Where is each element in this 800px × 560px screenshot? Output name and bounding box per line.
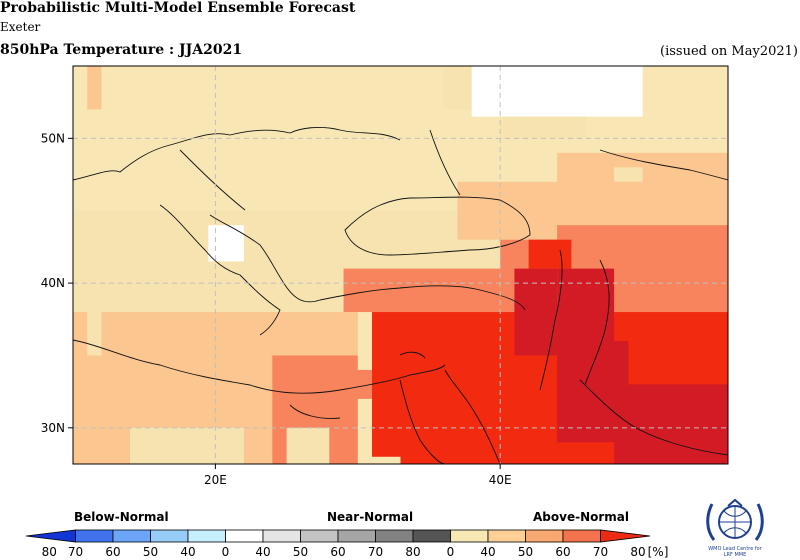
coast-red-sea-west bbox=[399, 379, 446, 464]
coast-cyprus bbox=[399, 351, 426, 359]
coast-red-sea-east bbox=[444, 369, 501, 464]
axis-labels: 30N 40N 50N 20E 40E bbox=[41, 131, 512, 487]
forecast-center: Exeter bbox=[0, 20, 41, 34]
legend-tick-label: 40 bbox=[180, 545, 195, 559]
legend-tick-label: 60 bbox=[330, 545, 345, 559]
coast-caspian-west bbox=[539, 249, 563, 391]
coast-italy bbox=[159, 204, 281, 336]
coast-persian-gulf bbox=[579, 379, 728, 456]
legend-tick-label: 50 bbox=[293, 545, 308, 559]
legend-tick-label: 60 bbox=[105, 545, 120, 559]
wmo-emblem-icon bbox=[706, 498, 764, 541]
probability-cell bbox=[87, 66, 102, 110]
legend-tick-label: 70 bbox=[593, 545, 608, 559]
legend-swatch bbox=[112, 529, 151, 543]
issued-date: (issued on May2021) bbox=[660, 44, 798, 59]
map-frame bbox=[72, 65, 729, 465]
legend-tick-label: 50 bbox=[143, 545, 158, 559]
coastlines bbox=[73, 126, 728, 464]
legend-swatch bbox=[300, 529, 339, 543]
probability-cell bbox=[599, 340, 629, 385]
legend-swatch bbox=[487, 529, 526, 543]
forecast-title: Probabilistic Multi-Model Ensemble Forec… bbox=[0, 0, 356, 16]
coast-adriatic bbox=[209, 214, 321, 303]
legend-swatch bbox=[150, 529, 189, 543]
legend-swatch bbox=[450, 529, 489, 543]
legend-swatch bbox=[187, 529, 226, 543]
lat-label: 40N bbox=[41, 276, 65, 290]
border-east-europe bbox=[599, 149, 728, 181]
probability-cell bbox=[528, 239, 572, 269]
border-balkans bbox=[179, 149, 246, 211]
logo-text-line2: LRF MME bbox=[724, 552, 747, 558]
probability-cell bbox=[87, 283, 102, 356]
coast-caspian-east bbox=[584, 259, 610, 386]
probability-cell bbox=[129, 427, 244, 464]
wmo-logo: WMO Lead Centre for LRF MME bbox=[706, 498, 764, 558]
legend-tick-label: 40 bbox=[255, 545, 270, 559]
probability-cell bbox=[471, 66, 643, 117]
legend-tick-label: 40 bbox=[480, 545, 495, 559]
coast-anatolia bbox=[319, 285, 526, 311]
probability-cell bbox=[614, 384, 728, 464]
probability-cell bbox=[208, 225, 244, 262]
probability-cell bbox=[443, 66, 472, 110]
legend-swatch bbox=[562, 529, 601, 543]
variable-title: 850hPa Temperature : JJA2021 bbox=[0, 42, 243, 58]
coast-north-africa bbox=[73, 339, 446, 394]
legend-swatch bbox=[412, 529, 451, 543]
legend-swatch bbox=[225, 529, 264, 543]
legend-tick-label: 50 bbox=[518, 545, 533, 559]
legend-swatch bbox=[525, 529, 564, 543]
legend-tick-label: 0 bbox=[222, 545, 230, 559]
legend-below-normal: Below-Normal bbox=[74, 510, 169, 524]
legend-near-normal: Near-Normal bbox=[327, 510, 414, 524]
legend-above-normal: Above-Normal bbox=[533, 510, 629, 524]
graticule bbox=[73, 66, 728, 464]
legend-swatch bbox=[375, 529, 414, 543]
probability-cell bbox=[500, 116, 586, 139]
legend-tick-label: 70 bbox=[68, 545, 83, 559]
lon-label: 40E bbox=[489, 473, 512, 487]
legend-tick-label: 80 bbox=[630, 545, 645, 559]
axis-ticks bbox=[68, 137, 501, 469]
coast-black-sea bbox=[344, 196, 531, 256]
probability-cells bbox=[73, 66, 728, 464]
legend-tick-label: 70 bbox=[368, 545, 383, 559]
legend-swatch bbox=[337, 529, 376, 543]
coast-crete bbox=[289, 404, 341, 419]
probability-cell bbox=[315, 369, 373, 399]
border-ukraine bbox=[429, 129, 461, 196]
legend-swatch bbox=[262, 529, 301, 543]
legend-tick-label: 60 bbox=[555, 545, 570, 559]
lat-label: 30N bbox=[41, 421, 65, 435]
legend-tick-label: 80 bbox=[42, 545, 57, 559]
legend-tick-label: 0 bbox=[447, 545, 455, 559]
lat-label: 50N bbox=[41, 131, 65, 145]
probability-cell bbox=[286, 427, 330, 464]
legend-swatch bbox=[25, 529, 76, 543]
legend-unit: [%] bbox=[648, 545, 669, 559]
logo-text-line1: WMO Lead Centre for bbox=[708, 546, 763, 552]
legend-swatch bbox=[600, 529, 651, 543]
lon-label: 20E bbox=[204, 473, 227, 487]
legend-swatch bbox=[75, 529, 114, 543]
probability-cell bbox=[614, 167, 643, 182]
legend-colorbar: 80 70 60 50 40 0 40 50 60 70 80 0 40 50 60 70 80 [%] bbox=[25, 529, 669, 559]
legend-tick-label: 80 bbox=[405, 545, 420, 559]
coast-europe bbox=[73, 126, 401, 181]
